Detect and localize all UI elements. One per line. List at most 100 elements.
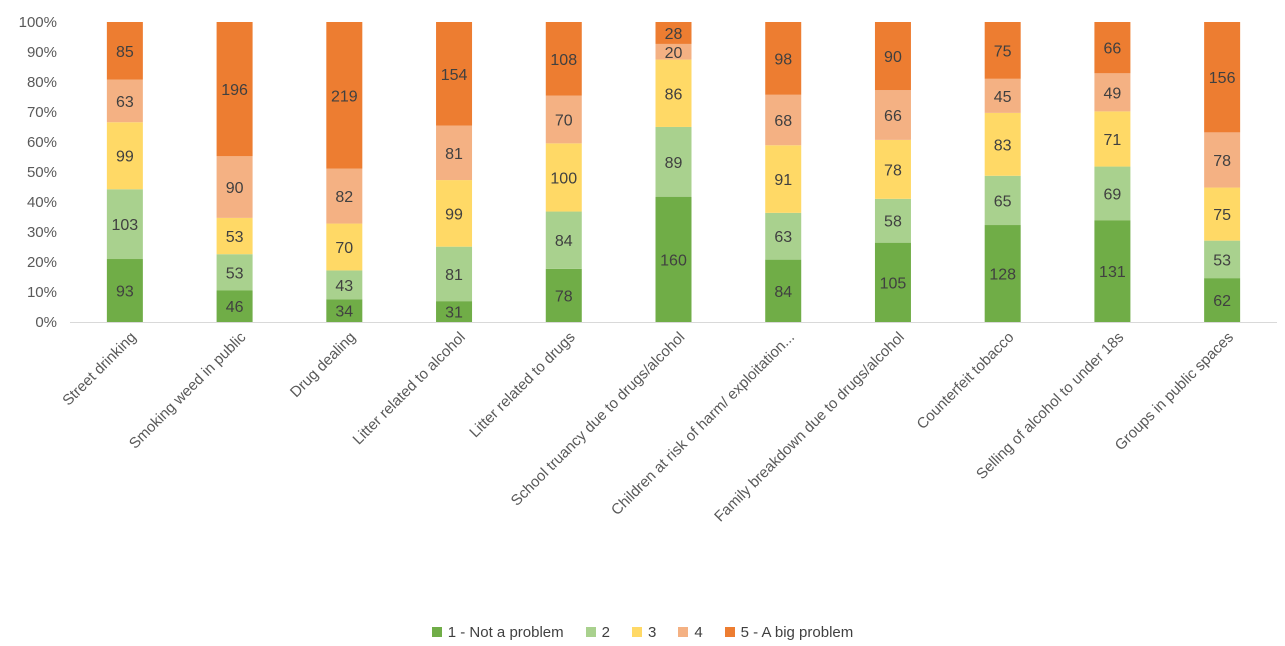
data-label: 75 (994, 43, 1012, 60)
data-label: 43 (335, 278, 353, 295)
legend-swatch (724, 627, 735, 637)
bar-stack: 84 63 91 68 98 (765, 22, 802, 322)
bar-segment (1094, 22, 1131, 74)
y-tick-label: 20% (27, 254, 57, 271)
data-label: 63 (116, 94, 134, 111)
data-label: 49 (1104, 85, 1122, 102)
bar-segment (436, 301, 473, 322)
data-label: 103 (112, 217, 139, 234)
bar-segment (216, 290, 253, 322)
data-label: 160 (660, 252, 687, 269)
y-tick-label: 90% (27, 44, 57, 61)
y-tick-label: 40% (27, 194, 57, 211)
data-label: 70 (555, 113, 573, 130)
bar-stack: 34 43 70 82 219 (326, 22, 363, 322)
bar-segment (216, 217, 253, 255)
data-label: 99 (445, 206, 463, 223)
bar-segment (106, 122, 143, 190)
x-tick-label: Litter related to alcohol (350, 329, 469, 448)
data-label: 71 (1104, 132, 1122, 149)
y-tick-label: 100% (19, 14, 57, 31)
bar-segment (326, 168, 363, 224)
data-label: 81 (445, 267, 463, 284)
bar-segment (765, 94, 802, 146)
bar-stack: 128 65 83 45 75 (984, 22, 1021, 322)
bar-segment (765, 22, 802, 95)
data-label: 219 (331, 88, 358, 105)
data-label: 105 (880, 275, 907, 292)
data-label: 46 (226, 299, 244, 316)
legend-entry: 4 (678, 624, 703, 641)
bar-segment (655, 126, 692, 197)
legend-label: 1 - Not a problem (447, 623, 564, 641)
bar-segment (874, 139, 911, 199)
data-label: 90 (884, 49, 902, 66)
legend-entry: 1 - Not a problem (431, 623, 564, 641)
data-label: 156 (1209, 70, 1236, 87)
data-label: 154 (441, 67, 468, 84)
bar-stack: 62 53 75 78 156 (1204, 22, 1241, 322)
data-label: 93 (116, 284, 134, 301)
legend-entry: 3 (631, 624, 656, 641)
data-label: 28 (665, 26, 683, 43)
bar-segment (545, 211, 582, 269)
data-label: 53 (226, 229, 244, 246)
bar-segment (1094, 220, 1131, 322)
bar-segment (984, 22, 1021, 79)
bar-segment (326, 270, 363, 300)
bar-segment (1204, 240, 1241, 279)
data-label: 31 (445, 305, 463, 322)
bar-segment (326, 299, 363, 322)
bar-segment (216, 254, 253, 291)
data-label: 66 (1104, 41, 1122, 58)
bar-segment (545, 22, 582, 96)
bar-segment (545, 95, 582, 144)
data-label: 66 (884, 108, 902, 125)
data-label: 53 (226, 265, 244, 282)
bar-segment (765, 212, 802, 260)
bar-segment (655, 22, 692, 44)
bar-segment (106, 79, 143, 123)
data-label: 85 (116, 44, 134, 61)
x-tick-label: Drug dealing (287, 329, 359, 401)
bar-segment (984, 175, 1021, 226)
data-label: 45 (994, 89, 1012, 106)
x-tick-label: Groups in public spaces (1112, 329, 1237, 454)
y-tick-label: 10% (27, 284, 57, 301)
bar-segment (1204, 22, 1241, 133)
bar-stack: 131 69 71 49 66 (1094, 22, 1131, 322)
bar-segment (436, 125, 473, 181)
bar-segment (765, 145, 802, 213)
bar-segment (106, 259, 143, 322)
data-label: 63 (774, 229, 792, 246)
legend-entry: 2 (585, 624, 610, 641)
bar-segment (436, 22, 473, 126)
data-label: 69 (1104, 186, 1122, 203)
data-label: 99 (116, 149, 134, 166)
legend-swatch (631, 627, 642, 637)
data-label: 81 (445, 146, 463, 163)
bar-stack: 46 53 53 90 196 (216, 22, 253, 322)
data-label: 196 (221, 82, 248, 99)
data-label: 89 (665, 155, 683, 172)
data-label: 78 (1213, 153, 1231, 170)
data-label: 20 (665, 45, 683, 62)
bar-stack: 160 89 86 20 28 (655, 22, 692, 322)
data-label: 128 (989, 267, 1016, 284)
bar-stack: 105 58 78 66 90 (874, 22, 911, 322)
bar-segment (106, 189, 143, 260)
bar-segment (326, 223, 363, 271)
y-axis: 0% 10% 20% 30% 40% 50% 60% 70% 80% 90% 100% (19, 14, 57, 331)
data-label: 62 (1213, 293, 1231, 310)
bar-segment (984, 78, 1021, 113)
data-label: 108 (550, 52, 577, 69)
y-tick-label: 30% (27, 224, 57, 241)
bar-segment (765, 259, 802, 322)
bar-stack: 93 103 99 63 85 (106, 22, 143, 322)
bars: 93 103 99 63 85 46 53 53 90 196 34 43 70 82 219 31 81 99 8… (70, 22, 1277, 323)
data-label: 84 (555, 233, 573, 250)
bar-segment (545, 268, 582, 322)
data-label: 98 (774, 51, 792, 68)
x-tick-label: School truancy due to drugs/alcohol (508, 329, 689, 510)
